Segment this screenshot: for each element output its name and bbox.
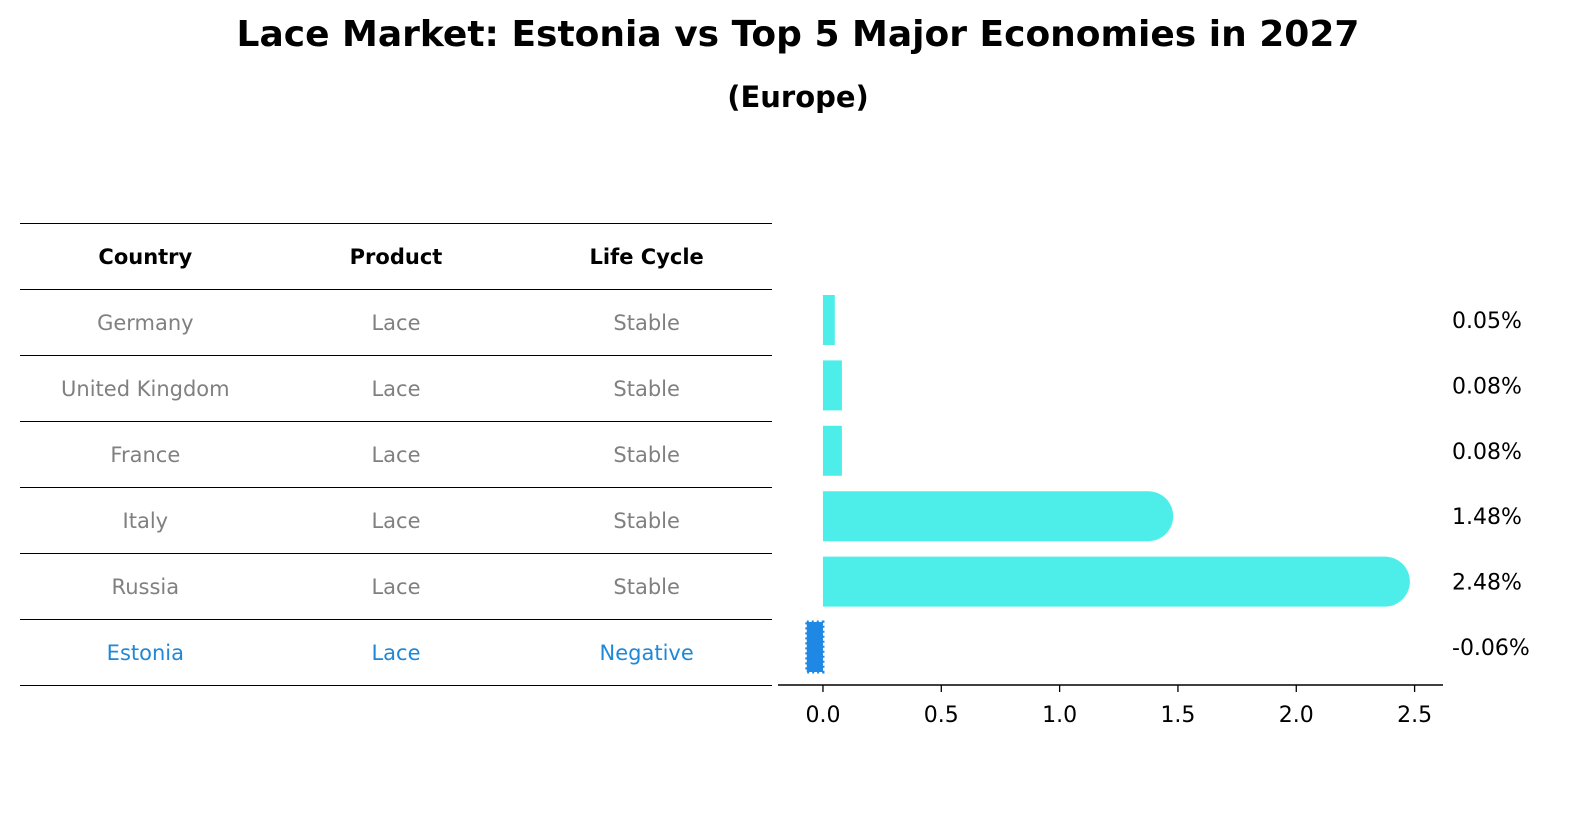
cell-product: Lace [270,289,522,356]
table-row: United Kingdom Lace Stable [20,355,772,422]
data-label: 0.08% [1452,440,1522,465]
bar [822,295,835,345]
data-label: -0.06% [1452,636,1530,661]
cell-life-cycle: Negative [521,619,772,686]
header-country: Country [20,223,271,290]
table-header-row: Country Product Life Cycle [20,223,772,290]
header-life-cycle: Life Cycle [521,223,772,290]
cell-country: United Kingdom [20,355,271,422]
bar [822,556,1410,607]
data-label: 1.48% [1452,505,1522,530]
header-product: Product [270,223,522,290]
life-cycle-table: Country Product Life Cycle Germany Lace … [20,223,772,686]
x-tick-label: 2.0 [1279,703,1314,728]
x-tick-label: 2.5 [1397,703,1432,728]
x-tick-label: 1.5 [1160,703,1195,728]
cell-product: Lace [270,619,522,686]
bar [822,360,842,411]
cell-country: Estonia [20,619,271,686]
x-tick-label: 0.0 [805,703,840,728]
table-row: France Lace Stable [20,421,772,488]
table-row: Italy Lace Stable [20,487,772,554]
bar [822,425,842,476]
cell-life-cycle: Stable [521,421,772,488]
x-tick-label: 0.5 [924,703,959,728]
bar-negative [805,620,825,674]
cell-life-cycle: Stable [521,289,772,356]
cell-product: Lace [270,355,522,422]
chart-subtitle: (Europe) [727,80,869,114]
cell-product: Lace [270,487,522,554]
data-label: 0.05% [1452,309,1522,334]
cell-country: Russia [20,553,271,620]
cell-country: France [20,421,271,488]
chart-title: Lace Market: Estonia vs Top 5 Major Econ… [236,14,1360,55]
table-row: Germany Lace Stable [20,289,772,356]
table-row-highlight: Estonia Lace Negative [20,619,772,686]
bar-chart: 0.05% 0.08% 0.08% 1.48% 2.48% -0.06% 0.0 0.5 1.0… [778,295,1530,728]
cell-product: Lace [270,553,522,620]
cell-product: Lace [270,421,522,488]
data-label: 0.08% [1452,374,1522,399]
cell-life-cycle: Stable [521,355,772,422]
cell-country: Italy [20,487,271,554]
data-label: 2.48% [1452,571,1522,596]
x-tick-label: 1.0 [1042,703,1077,728]
cell-country: Germany [20,289,271,356]
cell-life-cycle: Stable [521,487,772,554]
table-row: Russia Lace Stable [20,553,772,620]
bar [822,491,1174,542]
cell-life-cycle: Stable [521,553,772,620]
